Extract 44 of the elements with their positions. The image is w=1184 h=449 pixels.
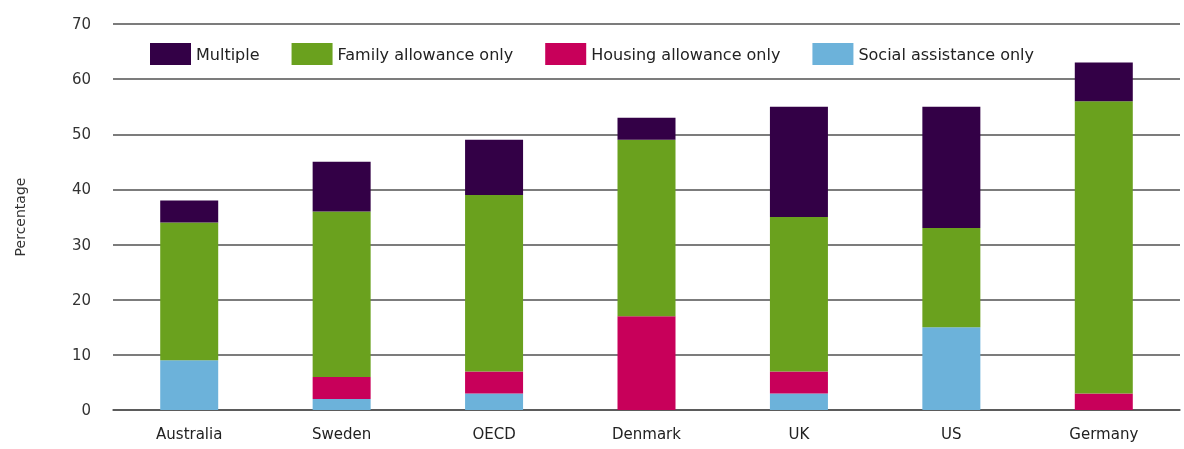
x-tick-label: OECD (472, 424, 516, 443)
legend-label: Social assistance only (858, 44, 1034, 64)
bar (922, 228, 981, 328)
bar (1074, 62, 1133, 102)
y-tick-label: 10 (71, 345, 91, 364)
bar (312, 376, 371, 399)
x-tick-label: UK (788, 424, 811, 443)
x-tick-label: US (941, 424, 962, 443)
y-tick-label: 70 (71, 15, 91, 33)
bar (617, 139, 676, 317)
legend-label: Multiple (196, 44, 260, 64)
legend-label: Housing allowance only (591, 44, 781, 64)
bar (465, 393, 524, 410)
x-tick-label: Sweden (312, 424, 372, 443)
y-tick-label: 50 (71, 125, 91, 144)
bar (769, 393, 828, 410)
bar (465, 371, 524, 394)
y-tick-label: 40 (71, 180, 91, 199)
bar (617, 316, 676, 410)
bar (922, 106, 981, 229)
bar (1074, 101, 1133, 394)
bar (160, 360, 219, 410)
bar (465, 139, 524, 195)
x-tick-label: Germany (1069, 424, 1139, 443)
x-tick-label: Denmark (612, 424, 682, 443)
bar (312, 211, 371, 377)
bar (617, 117, 676, 140)
y-tick-label: 30 (71, 235, 91, 254)
bar (312, 398, 371, 410)
bar (769, 217, 828, 372)
bar (160, 200, 219, 223)
y-tick-label: 20 (71, 290, 91, 309)
bar (160, 222, 219, 361)
y-axis-title: Percentage (12, 177, 28, 257)
bar (769, 106, 828, 217)
bar (465, 194, 524, 372)
legend-label: Family allowance only (337, 44, 514, 64)
bar (922, 327, 981, 410)
x-tick-label: Australia (156, 424, 223, 443)
bar (312, 161, 371, 212)
y-tick-label: 0 (81, 401, 91, 419)
bar (1074, 393, 1133, 410)
bar (769, 371, 828, 394)
y-tick-label: 60 (71, 70, 91, 89)
